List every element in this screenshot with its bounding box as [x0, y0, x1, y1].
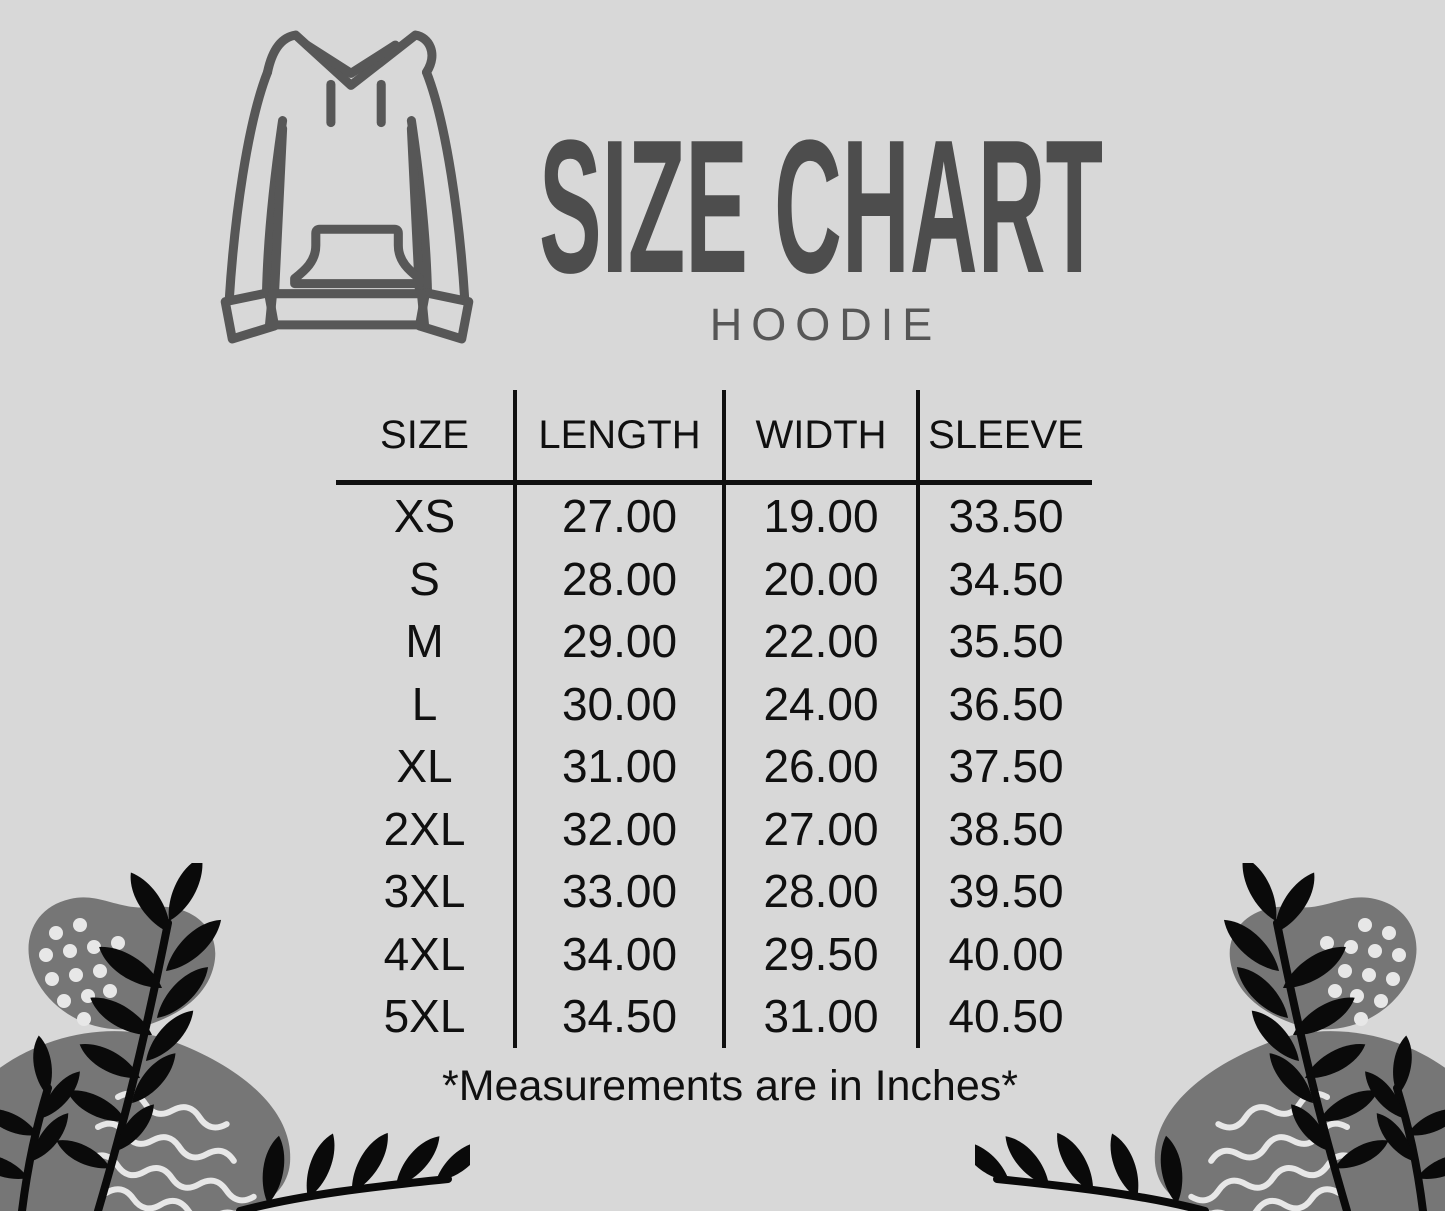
- value-cell: 39.50: [916, 860, 1092, 923]
- title-block: SIZE CHART: [539, 101, 1103, 313]
- value-cell: 35.50: [916, 610, 1092, 673]
- measurement-note: *Measurements are in Inches*: [441, 1062, 1018, 1110]
- value-cell: 24.00: [722, 672, 916, 735]
- value-cell: 34.50: [916, 547, 1092, 610]
- value-cell: 33.00: [513, 860, 722, 923]
- value-cell: 32.00: [513, 797, 722, 860]
- column-header-length: LENGTH: [513, 390, 722, 485]
- size-cell: L: [411, 677, 438, 730]
- value-cell: 40.00: [916, 922, 1092, 985]
- size-cell: S: [409, 552, 440, 605]
- column-header-size: SIZE: [336, 390, 513, 485]
- value-cell: 29.00: [513, 610, 722, 673]
- value-cell: 33.50: [916, 485, 1092, 548]
- value-cell: 27.00: [513, 485, 722, 548]
- value-cell: 27.00: [722, 797, 916, 860]
- size-cell: 2XL: [383, 802, 466, 855]
- size-cell: 4XL: [383, 927, 466, 980]
- value-cell: 19.00: [722, 485, 916, 548]
- hoodie-icon: [220, 30, 474, 344]
- column-header-sleeve: SLEEVE: [916, 390, 1092, 485]
- size-cell: M: [405, 615, 444, 668]
- value-cell: 28.00: [513, 547, 722, 610]
- value-cell: 22.00: [722, 610, 916, 673]
- value-cell: 30.00: [513, 672, 722, 735]
- value-cell: 40.50: [916, 985, 1092, 1048]
- page-subtitle: HOODIE: [709, 299, 942, 350]
- value-cell: 34.00: [513, 922, 722, 985]
- value-cell: 26.00: [722, 735, 916, 798]
- value-cell: 34.50: [513, 985, 722, 1048]
- value-cell: 38.50: [916, 797, 1092, 860]
- size-cell: XL: [396, 740, 453, 793]
- column-header-width: WIDTH: [722, 390, 916, 485]
- size-cell: XS: [393, 490, 456, 543]
- page-title: SIZE CHART: [539, 101, 1103, 313]
- value-cell: 31.00: [513, 735, 722, 798]
- value-cell: 37.50: [916, 735, 1092, 798]
- value-cell: 31.00: [722, 985, 916, 1048]
- size-cell: 5XL: [383, 990, 466, 1043]
- value-cell: 28.00: [722, 860, 916, 923]
- size-cell: 3XL: [383, 865, 466, 918]
- value-cell: 36.50: [916, 672, 1092, 735]
- size-table: SIZE LENGTH WIDTH SLEEVE XS 27.00 19.00 33.50 S 2…: [336, 390, 1092, 1048]
- value-cell: 20.00: [722, 547, 916, 610]
- value-cell: 29.50: [722, 922, 916, 985]
